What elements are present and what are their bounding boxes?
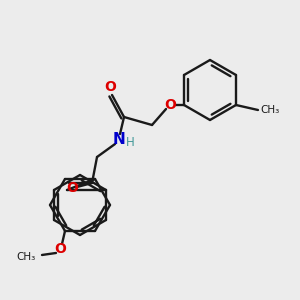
Text: O: O: [164, 98, 176, 112]
Text: O: O: [104, 80, 116, 94]
Text: CH₃: CH₃: [17, 252, 36, 262]
Text: CH₃: CH₃: [260, 105, 279, 115]
Text: N: N: [112, 131, 125, 146]
Text: O: O: [54, 242, 66, 256]
Text: O: O: [66, 181, 78, 195]
Text: H: H: [126, 136, 134, 149]
